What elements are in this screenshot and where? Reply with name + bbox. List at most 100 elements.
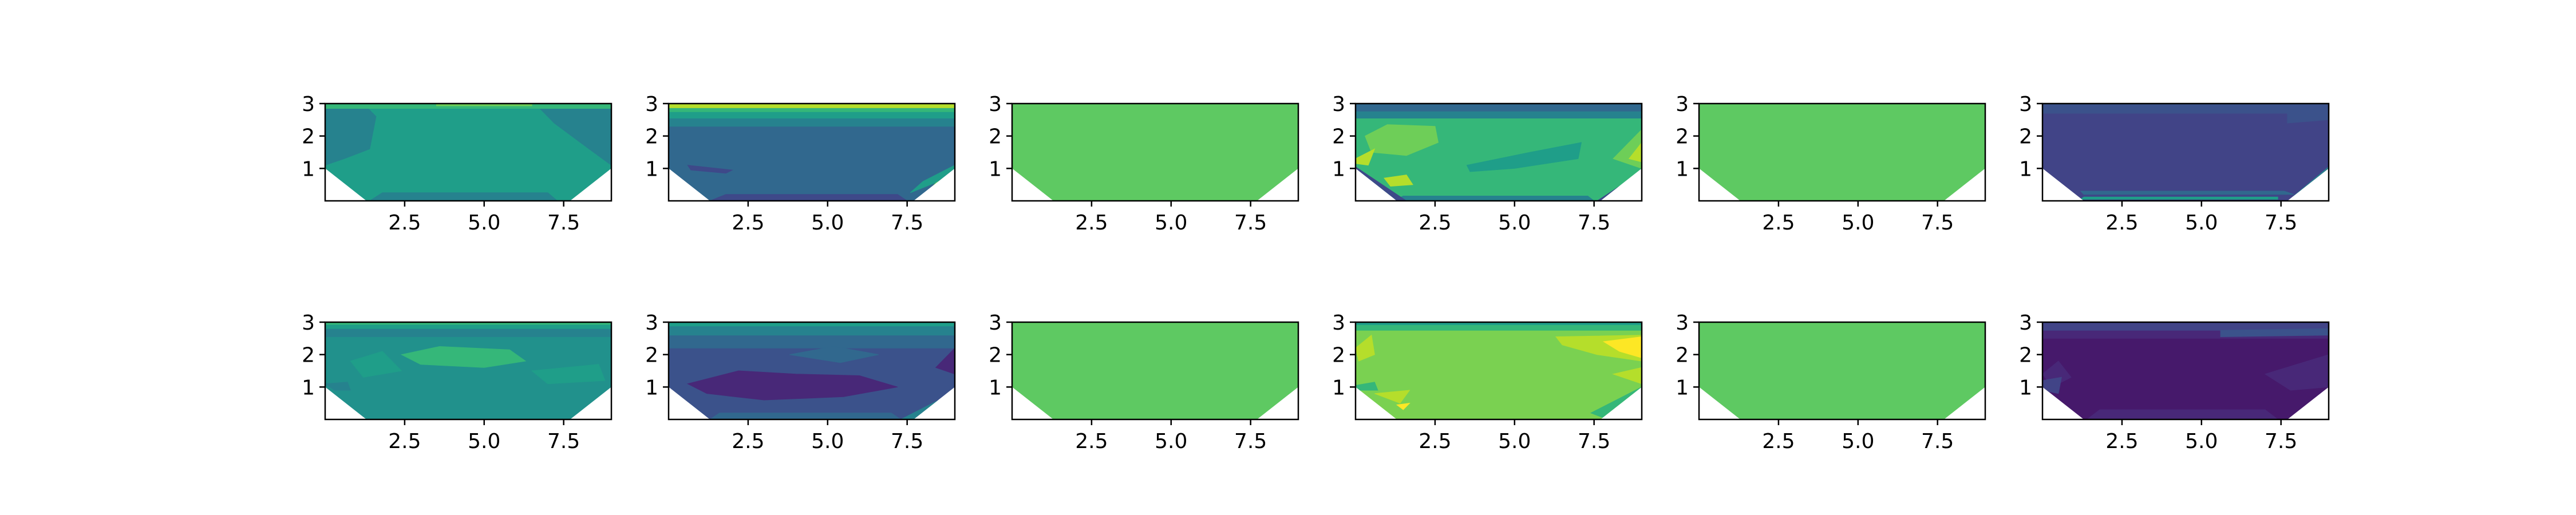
contour-fill-base: [669, 104, 955, 201]
axes-frame: [324, 102, 613, 202]
x-tick-label: 2.5: [388, 211, 421, 235]
x-tick-label: 5.0: [1842, 430, 1874, 453]
contour-region-3: [400, 346, 527, 368]
contour-region-3: [1356, 148, 1376, 166]
contour-region-8: [1590, 386, 1642, 418]
x-tick-label: 7.5: [1578, 430, 1610, 453]
y-tick-label: 2: [645, 344, 658, 367]
x-tick-label: 7.5: [547, 430, 580, 453]
axes-frame: [1011, 321, 1299, 421]
x-tick-label: 2.5: [1419, 430, 1451, 453]
y-tick-label: 2: [989, 344, 1002, 367]
contour-region-7: [709, 413, 902, 419]
contour-region-6: [1628, 141, 1642, 163]
contour-region-4: [1602, 336, 1642, 358]
y-tick-label: 3: [1332, 311, 1345, 335]
y-tick-label: 2: [2019, 344, 2032, 367]
x-tick-label: 2.5: [2105, 430, 2138, 453]
contour-plot-area: [325, 104, 611, 201]
contour-region-3: [669, 104, 955, 108]
x-tick-label: 7.5: [547, 211, 580, 235]
contour-region-7: [1612, 367, 1642, 385]
contour-region-1: [325, 323, 611, 329]
contour-region-5: [531, 364, 606, 385]
y-tick-label: 2: [1676, 125, 1689, 149]
contour-region-2: [669, 322, 955, 327]
x-tick-label: 5.0: [468, 211, 500, 235]
contour-fill-base: [1699, 104, 1985, 201]
x-tick-label: 2.5: [1762, 211, 1795, 235]
contour-fill-base: [1699, 322, 1985, 419]
contour-levels: [325, 322, 611, 391]
contour-region-4: [686, 370, 898, 401]
subplot-r2-c6: 2.5 5.0 7.5 1 2 3: [2019, 311, 2330, 453]
contour-plot-area: [1012, 104, 1298, 201]
x-tick-label: 7.5: [1234, 211, 1267, 235]
x-tick-label: 5.0: [468, 430, 500, 453]
contour-region-2: [1356, 334, 1375, 362]
subplot-r1-c6: 2.5 5.0 7.5 1 2 3: [2019, 93, 2330, 235]
y-tick-label: 1: [2019, 376, 2032, 399]
subplot-r1-c4: 2.5 5.0 7.5 1 2 3: [1332, 93, 1643, 235]
y-tick-label: 1: [1676, 376, 1689, 399]
contour-region-5: [710, 194, 908, 201]
y-tick-label: 2: [1332, 344, 1345, 367]
x-tick-label: 2.5: [732, 430, 764, 453]
axes-frame: [1698, 321, 1986, 421]
y-tick-label: 1: [1676, 157, 1689, 181]
contour-region-4: [1384, 175, 1413, 187]
contour-region-2: [2220, 328, 2329, 338]
contour-region-5: [935, 347, 955, 375]
axes-frame: [1011, 102, 1299, 202]
y-tick-label: 2: [2019, 125, 2032, 149]
x-tick-label: 2.5: [1075, 211, 1108, 235]
x-tick-label: 7.5: [891, 430, 923, 453]
y-tick-label: 3: [302, 93, 315, 116]
contour-plot-area: [325, 322, 611, 419]
contour-levels: [1356, 322, 1642, 418]
subplot-r1-c3: 2.5 5.0 7.5 1 2 3: [989, 93, 1299, 235]
contour-plot-area: [1012, 322, 1298, 419]
contour-region-5: [2080, 196, 2278, 200]
y-tick-label: 3: [989, 93, 1002, 116]
x-tick-label: 5.0: [1155, 211, 1187, 235]
subplot-r2-c2: 2.5 5.0 7.5 1 2 3: [645, 311, 956, 453]
y-tick-label: 3: [1332, 93, 1345, 116]
y-tick-label: 1: [989, 157, 1002, 181]
contour-plot-area: [1356, 322, 1642, 419]
contour-region-5: [2264, 354, 2329, 391]
contour-region-8: [1393, 196, 1595, 201]
contour-fill-base: [2042, 104, 2329, 201]
contour-region-3: [789, 346, 879, 363]
contour-region-4: [2042, 377, 2062, 394]
x-tick-label: 7.5: [1234, 430, 1267, 453]
x-tick-label: 7.5: [2265, 211, 2297, 235]
y-tick-label: 3: [989, 311, 1002, 335]
y-tick-label: 2: [302, 125, 315, 149]
contour-region-5: [1374, 390, 1411, 404]
x-tick-label: 2.5: [388, 430, 421, 453]
contour-region-6: [325, 382, 351, 391]
x-tick-label: 7.5: [2265, 430, 2297, 453]
contour-region-0: [325, 104, 377, 166]
contour-levels: [669, 104, 955, 201]
contour-levels: [2042, 322, 2329, 419]
x-tick-label: 5.0: [1155, 430, 1187, 453]
axes-frame: [1354, 102, 1643, 202]
x-tick-label: 5.0: [1842, 211, 1874, 235]
y-tick-label: 1: [1332, 376, 1345, 399]
x-tick-label: 2.5: [1075, 430, 1108, 453]
contour-region-0: [325, 328, 611, 337]
axes-frame: [2041, 321, 2330, 421]
y-tick-label: 1: [2019, 157, 2032, 181]
x-tick-label: 2.5: [1419, 211, 1451, 235]
contour-region-1: [2287, 113, 2329, 124]
contour-region-0: [1356, 104, 1642, 112]
y-tick-label: 3: [302, 311, 315, 335]
axes-frame: [1698, 102, 1986, 202]
contour-region-1: [1356, 111, 1642, 118]
subplot-r1-c1: 2.5 5.0 7.5 1 2 3: [302, 93, 613, 235]
contour-region-4: [350, 351, 402, 378]
y-tick-label: 1: [645, 157, 658, 181]
contour-region-4: [687, 165, 733, 174]
